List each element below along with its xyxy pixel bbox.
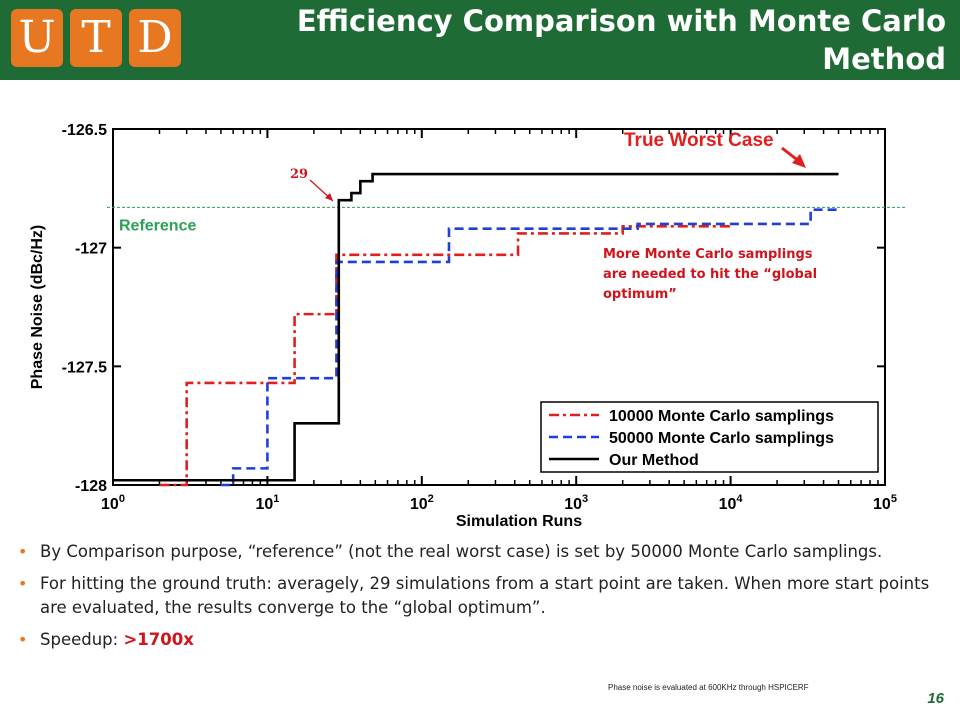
x-axis-label: Simulation Runs (456, 513, 582, 530)
series-line-1 (220, 208, 839, 487)
bullet-item: • For hitting the ground truth: averagely… (18, 572, 938, 620)
annotation-29-label: 29 (290, 167, 308, 182)
bullet-dot: • (18, 574, 28, 593)
bullet-dot: • (18, 542, 28, 561)
bullet-item: • Speedup: >1700x (18, 628, 938, 652)
x-tick-label: 103 (564, 493, 588, 513)
y-tick-label: -126.5 (62, 122, 107, 139)
y-axis-label: Phase Noise (dBc/Hz) (29, 225, 46, 389)
bullet-text: Speedup: (40, 630, 124, 649)
x-tick-label: 102 (410, 493, 434, 513)
x-tick-label: 101 (255, 493, 279, 513)
speedup-value: >1700x (123, 630, 194, 649)
legend-label: Our Method (609, 452, 699, 469)
x-tick-label: 104 (719, 493, 744, 513)
annotation-29-arrowhead (325, 193, 333, 201)
annotation-note: More Monte Carlo samplings are needed to … (603, 247, 817, 302)
chart-area: -126.5 -127 -127.5 -128 100 101 102 103 104 105 Si… (0, 80, 960, 530)
y-tick-label: -127 (75, 241, 107, 258)
bullet-text: By Comparison purpose, “reference” (not … (40, 542, 883, 561)
bullet-item: • By Comparison purpose, “reference” (not… (18, 540, 938, 564)
header-bar: U T D Efficiency Comparison with Monte C… (0, 0, 960, 80)
bullet-list: • By Comparison purpose, “reference” (not… (18, 540, 938, 660)
y-tick-label: -127.5 (62, 359, 107, 376)
utd-logo: U T D (11, 9, 188, 67)
footnote: Phase noise is evaluated at 600KHz throu… (608, 683, 809, 692)
x-tick-label: 100 (101, 493, 125, 513)
logo-letter-u: U (11, 9, 63, 67)
bullet-dot: • (18, 630, 28, 649)
true-worst-case-label: True Worst Case (624, 130, 774, 151)
series-line-0 (159, 225, 731, 487)
legend-label: 10000 Monte Carlo samplings (609, 408, 834, 425)
reference-label: Reference (119, 217, 196, 234)
logo-letter-t: T (70, 9, 122, 67)
bullet-text: For hitting the ground truth: averagely,… (40, 574, 930, 617)
y-tick-label: -128 (75, 478, 107, 495)
slide-title: Efficiency Comparison with Monte Carlo M… (296, 4, 946, 76)
series-line-2 (113, 172, 839, 482)
logo-letter-d: D (129, 9, 181, 67)
legend-label: 50000 Monte Carlo samplings (609, 430, 834, 447)
true-worst-case-arrowhead (792, 154, 806, 168)
page-number: 16 (927, 690, 944, 707)
x-tick-label: 105 (873, 493, 897, 513)
